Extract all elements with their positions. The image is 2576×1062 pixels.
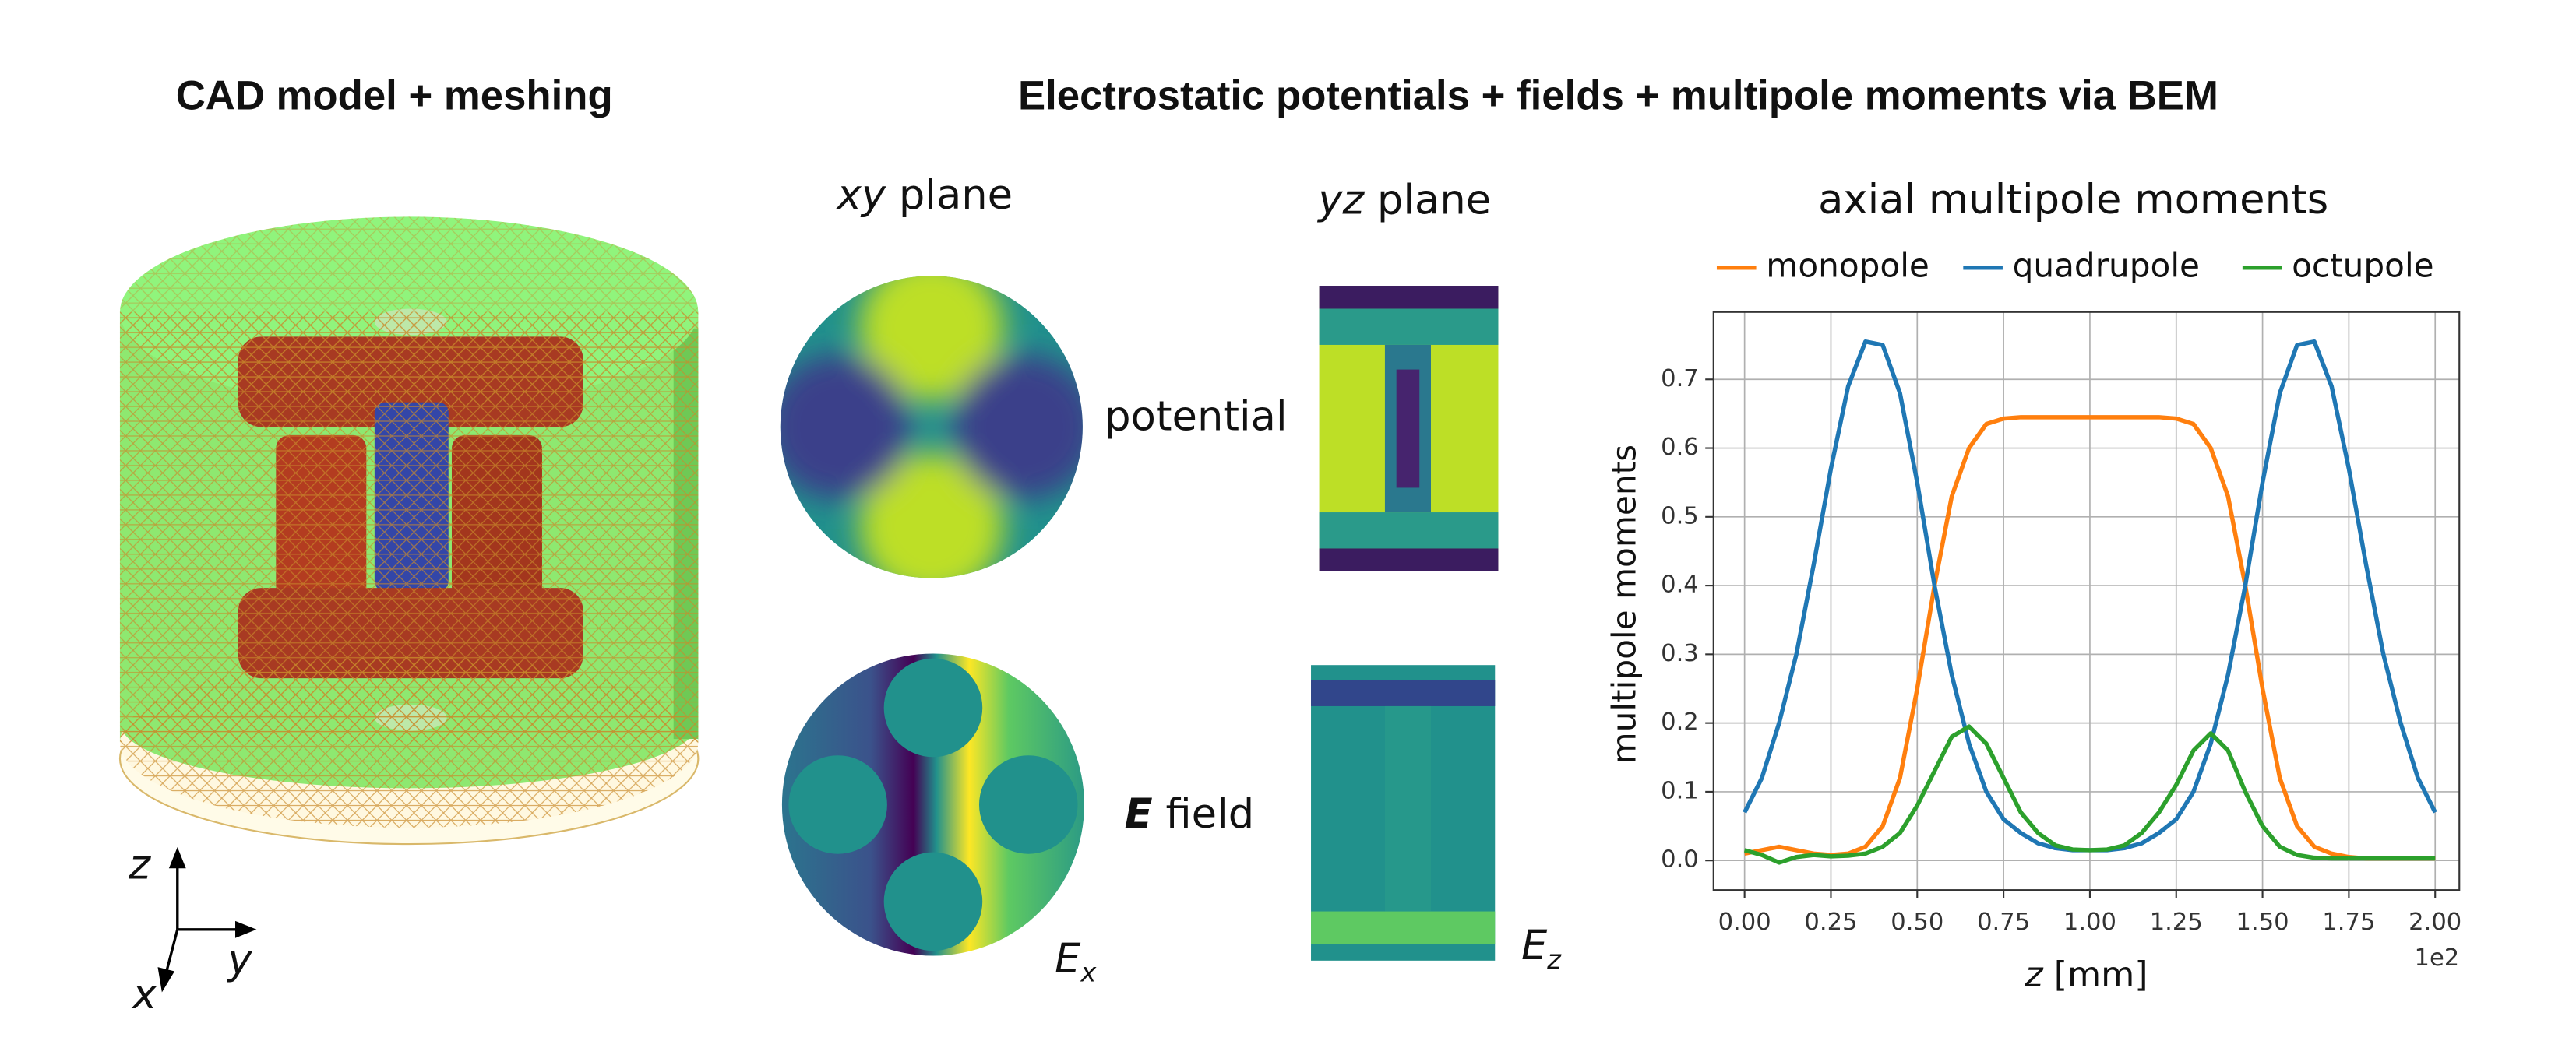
y-tick-label: 0.5 <box>1661 502 1699 529</box>
x-tick-label: 1.00 <box>2063 909 2116 936</box>
plane-word: plane <box>1377 176 1491 223</box>
axes-triad <box>157 846 257 993</box>
plot-frame <box>1712 311 2461 891</box>
line-chart: axial multipole moments multipole moment… <box>1605 176 2461 995</box>
y-tick-label: 0.0 <box>1661 846 1699 874</box>
component-var: E <box>1055 934 1081 982</box>
y-tick-label: 0.3 <box>1661 640 1699 667</box>
y-tick-label: 0.6 <box>1661 434 1699 461</box>
x-tick-label: 1.75 <box>2322 909 2375 936</box>
row-label: E field <box>1125 790 1255 838</box>
y-tick-label: 0.4 <box>1661 571 1699 599</box>
plane-word: plane <box>899 171 1013 219</box>
x-tick-label: 0.00 <box>1718 909 1771 936</box>
legend-label: monopole <box>1766 246 1929 284</box>
x-tick-label: 0.75 <box>1977 909 2030 936</box>
panel-title: CAD model + meshing <box>176 73 613 119</box>
potential-xy-map <box>780 276 1083 578</box>
field-var: E <box>1125 790 1153 838</box>
plane-label: xy plane <box>836 171 1013 219</box>
x-label-var: z <box>2024 955 2044 995</box>
component-label: Ez <box>1521 922 1562 975</box>
y-tick-label: 0.1 <box>1661 777 1699 804</box>
y-tick-label: 0.7 <box>1661 365 1699 392</box>
x-tick-label: 1.50 <box>2236 909 2289 936</box>
y-tick-label: 0.2 <box>1661 709 1699 736</box>
axis-label: z <box>128 841 151 888</box>
field-word: field <box>1165 790 1254 838</box>
x-label-unit: [mm] <box>2054 955 2148 995</box>
x-tick-label: 0.50 <box>1891 909 1943 936</box>
legend-label: octupole <box>2292 246 2433 284</box>
component-sub: z <box>1546 944 1562 974</box>
y-axis-label: multipole moments <box>1605 445 1643 765</box>
row-label: potential <box>1105 392 1288 440</box>
x-axis-label: z [mm] <box>2024 955 2148 995</box>
panel-title: Electrostatic potentials + fields + mult… <box>1018 73 2218 119</box>
chart-title: axial multipole moments <box>1818 176 2328 223</box>
series-line <box>1744 415 2436 861</box>
x-offset-label: 1e2 <box>2415 944 2460 972</box>
x-tick-label: 0.25 <box>1804 909 1857 936</box>
plane-var: xy <box>836 171 886 219</box>
plane-label: yz plane <box>1316 176 1491 223</box>
axis-label: x <box>131 971 157 1018</box>
component-label: Ex <box>1055 934 1097 987</box>
x-tick-label: 1.25 <box>2150 909 2203 936</box>
cad-model <box>118 216 700 846</box>
legend-label: quadrupole <box>2013 246 2200 284</box>
component-sub: x <box>1080 957 1097 987</box>
field-yz-map <box>1311 665 1496 961</box>
component-var: E <box>1521 922 1548 969</box>
x-tick-label: 2.00 <box>2409 909 2461 936</box>
potential-yz-map <box>1319 286 1499 571</box>
field-xy-map <box>781 653 1084 956</box>
series-line <box>1743 724 2436 865</box>
plane-var: yz <box>1316 176 1365 223</box>
axis-label: y <box>226 937 252 984</box>
